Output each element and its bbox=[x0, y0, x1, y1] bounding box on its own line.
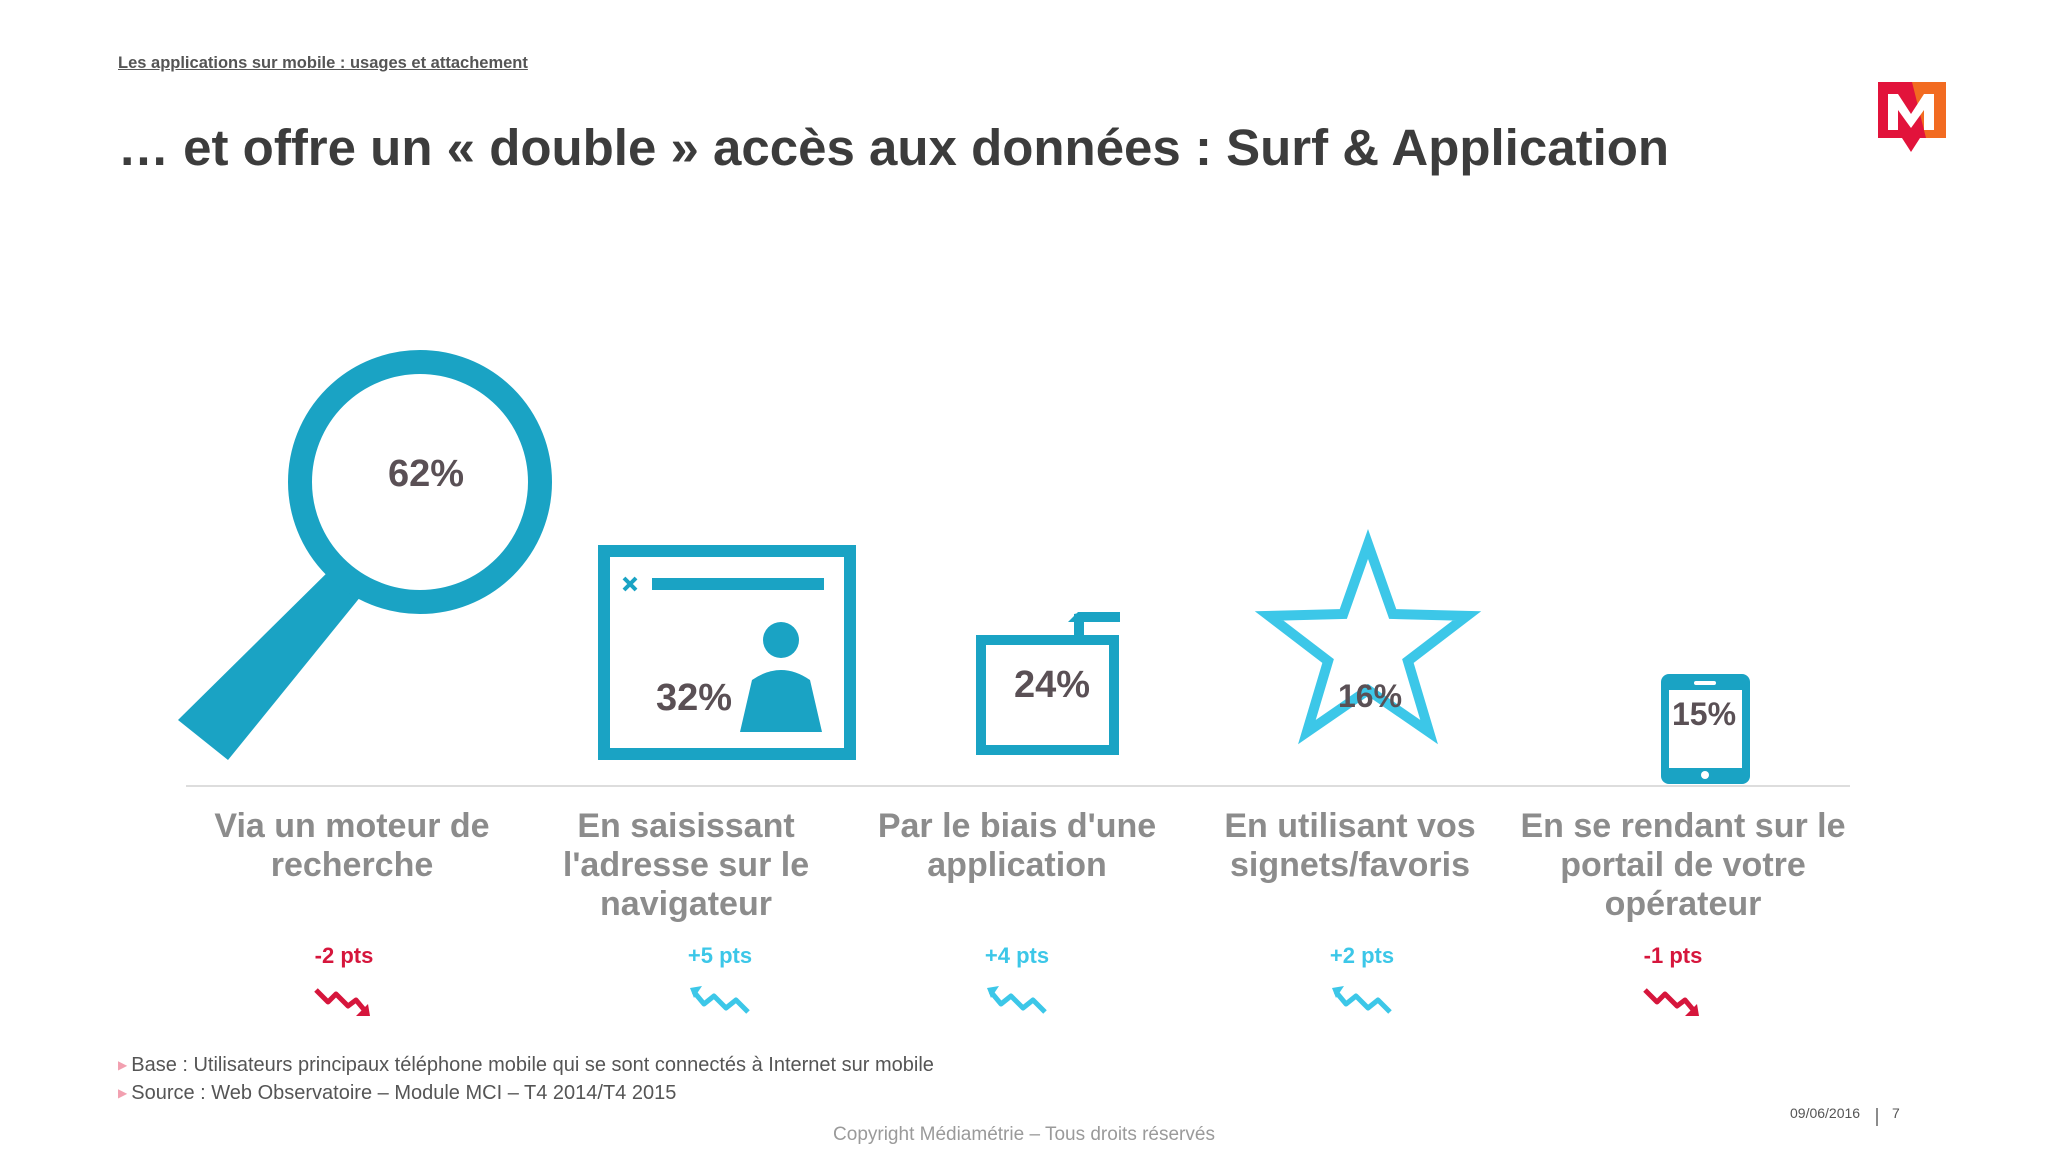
value-label: 24% bbox=[1014, 664, 1090, 706]
change-label: -2 pts bbox=[314, 943, 374, 968]
page-number: 7 bbox=[1892, 1105, 1900, 1121]
category-label-line: En saisissant bbox=[577, 807, 795, 845]
category-label: Via un moteur de recherche bbox=[187, 807, 517, 885]
category-label-line: Par le biais d'une bbox=[877, 807, 1157, 845]
trend-down-icon bbox=[314, 988, 370, 1016]
category-label-line: navigateur bbox=[600, 885, 772, 923]
category-label: Par le biais d'une application bbox=[852, 807, 1182, 885]
tablet-icon bbox=[1661, 674, 1750, 784]
bar-mark-3: 24% bbox=[976, 612, 1120, 755]
bar-mark-4: 16% bbox=[1254, 528, 1482, 745]
bullet-icon: ▶ bbox=[118, 1086, 128, 1100]
trend-up-icon bbox=[987, 986, 1047, 1014]
category-label: En utilisant vos signets/favoris bbox=[1185, 807, 1515, 885]
category-label-line: opérateur bbox=[1604, 885, 1762, 923]
category-label-line: En utilisant vos bbox=[1224, 807, 1476, 845]
category-label: En saisissant l'adresse sur le navigateur bbox=[521, 807, 851, 924]
trend-up-icon bbox=[690, 986, 750, 1014]
folder-icon bbox=[976, 612, 1120, 755]
page-title: … et offre un « double » accès aux donné… bbox=[118, 119, 1670, 176]
category-label-line: l'adresse sur le bbox=[562, 846, 810, 884]
category-label-line: portail de votre bbox=[1560, 846, 1806, 884]
magnifier-icon bbox=[178, 350, 552, 760]
bar-mark-2: 32% bbox=[598, 545, 856, 760]
footnote-source: ▶ Source : Web Observatoire – Module MCI … bbox=[118, 1079, 934, 1107]
change-label: +4 pts bbox=[984, 943, 1050, 968]
browser-window-icon bbox=[598, 545, 856, 760]
footnote-base-text: Base : Utilisateurs principaux téléphone… bbox=[131, 1054, 934, 1076]
category-label-line: signets/favoris bbox=[1230, 846, 1470, 884]
footer-separator bbox=[1876, 1108, 1878, 1126]
bar-mark-1: 62% bbox=[178, 350, 552, 760]
category-label-line: application bbox=[927, 846, 1107, 884]
footnote-source-text: Source : Web Observatoire – Module MCI –… bbox=[131, 1082, 677, 1104]
trend-down-icon bbox=[1643, 988, 1699, 1016]
category-label-line: En se rendant sur le bbox=[1520, 807, 1846, 845]
bar-mark-5: 15% bbox=[1661, 674, 1750, 784]
section-title: Les applications sur mobile : usages et … bbox=[118, 54, 528, 72]
slide-date: 09/06/2016 bbox=[1790, 1105, 1861, 1121]
footnotes: ▶ Base : Utilisateurs principaux téléphon… bbox=[118, 1051, 934, 1107]
value-label: 15% bbox=[1672, 696, 1736, 732]
copyright: Copyright Médiamétrie – Tous droits rése… bbox=[833, 1124, 1215, 1145]
change-label: -1 pts bbox=[1643, 943, 1703, 968]
category-label-line: Via un moteur de bbox=[214, 807, 490, 845]
footnote-base: ▶ Base : Utilisateurs principaux téléphon… bbox=[118, 1051, 934, 1079]
trend-up-icon bbox=[1332, 986, 1392, 1014]
change-label: +2 pts bbox=[1329, 943, 1395, 968]
star-icon bbox=[1254, 528, 1482, 745]
bullet-icon: ▶ bbox=[118, 1058, 128, 1072]
value-label: 62% bbox=[388, 453, 464, 495]
category-label: En se rendant sur le portail de votre opér… bbox=[1518, 807, 1848, 924]
change-label: +5 pts bbox=[687, 943, 753, 968]
category-label-line: recherche bbox=[270, 846, 434, 884]
value-label: 16% bbox=[1338, 678, 1402, 714]
value-label: 32% bbox=[656, 677, 732, 719]
mediametrie-logo-icon bbox=[1878, 82, 1946, 152]
